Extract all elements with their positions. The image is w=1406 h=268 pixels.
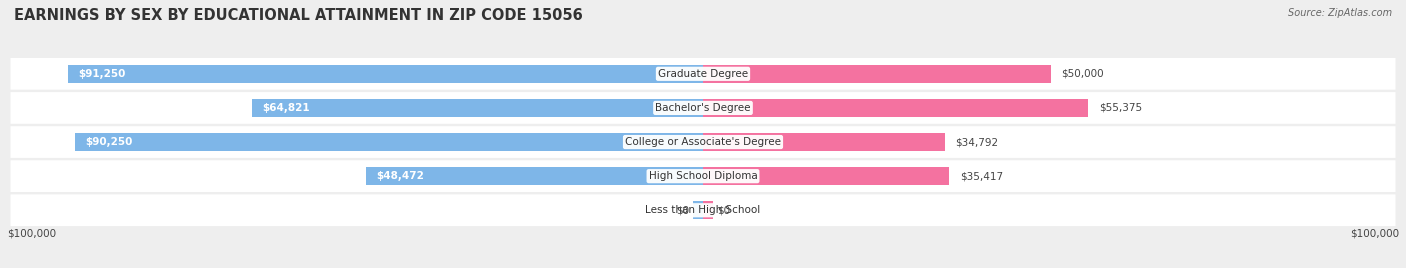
Bar [366, 167, 703, 185]
Text: $50,000: $50,000 [1062, 69, 1104, 79]
Bar [703, 65, 1052, 83]
Bar [252, 99, 703, 117]
FancyBboxPatch shape [10, 92, 1396, 124]
Text: High School Diploma: High School Diploma [648, 171, 758, 181]
Text: Less than High School: Less than High School [645, 205, 761, 215]
Legend: Male, Female: Male, Female [647, 265, 759, 268]
Bar [703, 201, 713, 219]
Bar [693, 201, 703, 219]
FancyBboxPatch shape [10, 126, 1396, 158]
Bar [67, 65, 703, 83]
Text: EARNINGS BY SEX BY EDUCATIONAL ATTAINMENT IN ZIP CODE 15056: EARNINGS BY SEX BY EDUCATIONAL ATTAINMEN… [14, 8, 583, 23]
Text: $35,417: $35,417 [960, 171, 1002, 181]
Text: College or Associate's Degree: College or Associate's Degree [626, 137, 780, 147]
Text: Source: ZipAtlas.com: Source: ZipAtlas.com [1288, 8, 1392, 18]
Text: $100,000: $100,000 [7, 228, 56, 239]
FancyBboxPatch shape [10, 58, 1396, 90]
Text: $55,375: $55,375 [1099, 103, 1142, 113]
Text: $64,821: $64,821 [263, 103, 309, 113]
Text: $0: $0 [676, 205, 689, 215]
Text: Bachelor's Degree: Bachelor's Degree [655, 103, 751, 113]
Text: $34,792: $34,792 [956, 137, 998, 147]
Text: $90,250: $90,250 [86, 137, 132, 147]
Text: Graduate Degree: Graduate Degree [658, 69, 748, 79]
Bar [703, 133, 945, 151]
Bar [703, 167, 949, 185]
Bar [75, 133, 703, 151]
Text: $0: $0 [717, 205, 730, 215]
Text: $91,250: $91,250 [79, 69, 125, 79]
Bar [703, 99, 1088, 117]
FancyBboxPatch shape [10, 194, 1396, 226]
Text: $48,472: $48,472 [375, 171, 425, 181]
FancyBboxPatch shape [10, 160, 1396, 192]
Text: $100,000: $100,000 [1350, 228, 1399, 239]
